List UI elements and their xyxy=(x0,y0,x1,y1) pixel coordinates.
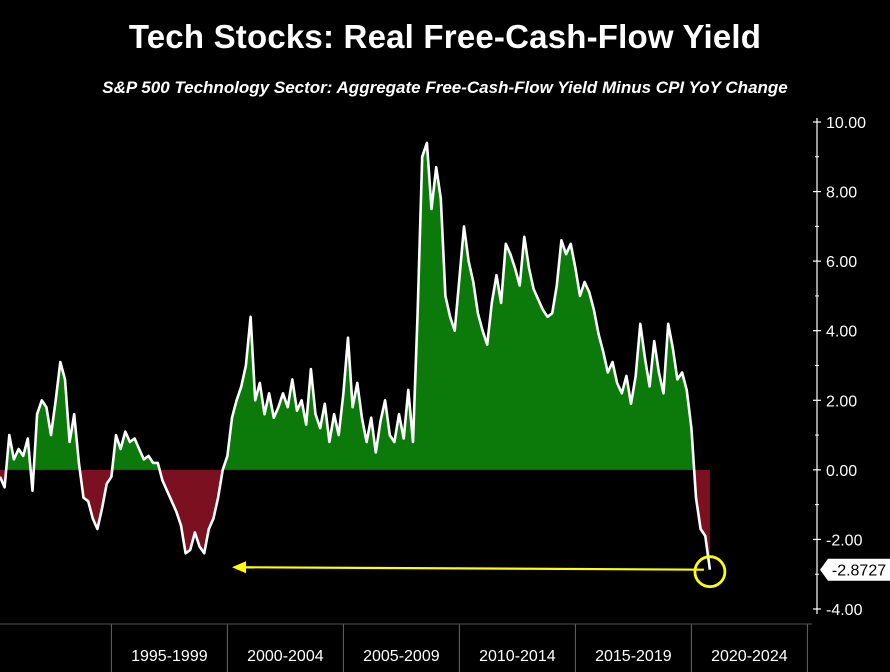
x-tick-label-3: 2010-2014 xyxy=(479,648,556,665)
x-tick-label-4: 2015-2019 xyxy=(595,648,672,665)
y-tick-label-1: 8.00 xyxy=(826,185,857,202)
negative-area-6 xyxy=(159,469,223,554)
positive-area-5 xyxy=(112,431,160,470)
positive-area-7 xyxy=(222,142,695,470)
axis-layer: 10.00 8.00 6.00 4.00 2.00 0.00 -2.00 -4.00 1995-… xyxy=(0,115,890,672)
y-tick-label-3: 4.00 xyxy=(826,324,857,341)
x-tick-label-2: 2005-2009 xyxy=(363,648,440,665)
y-tick-label-0: 10.00 xyxy=(826,115,866,132)
last-value-label: -2.8727 xyxy=(832,563,886,580)
annotation-arrow-head xyxy=(232,561,246,574)
page-title: Tech Stocks: Real Free-Cash-Flow Yield xyxy=(128,18,762,55)
negative-area-4 xyxy=(79,469,113,529)
annotation-circle xyxy=(693,555,727,589)
x-tick-label-0: 1995-1999 xyxy=(131,648,208,665)
positive-area-3 xyxy=(33,362,80,470)
negative-area-8 xyxy=(694,469,710,570)
x-tick-label-1: 2000-2004 xyxy=(247,648,324,665)
page-subtitle: S&P 500 Technology Sector: Aggregate Fre… xyxy=(102,78,788,97)
annotation-arrow-line xyxy=(243,566,704,571)
y-tick-label-5: 0.00 xyxy=(826,463,857,480)
series-line xyxy=(0,141,712,570)
annotation-layer xyxy=(232,555,727,589)
last-value-badge xyxy=(820,558,890,581)
y-tick-label-4: 2.00 xyxy=(826,393,857,410)
y-tick-label-6: -2.00 xyxy=(826,532,863,549)
line-layer xyxy=(0,141,712,570)
x-tick-label-5: 2020-2024 xyxy=(711,648,788,665)
y-tick-label-2: 6.00 xyxy=(826,254,857,271)
y-tick-label-7: -4.00 xyxy=(826,602,863,619)
